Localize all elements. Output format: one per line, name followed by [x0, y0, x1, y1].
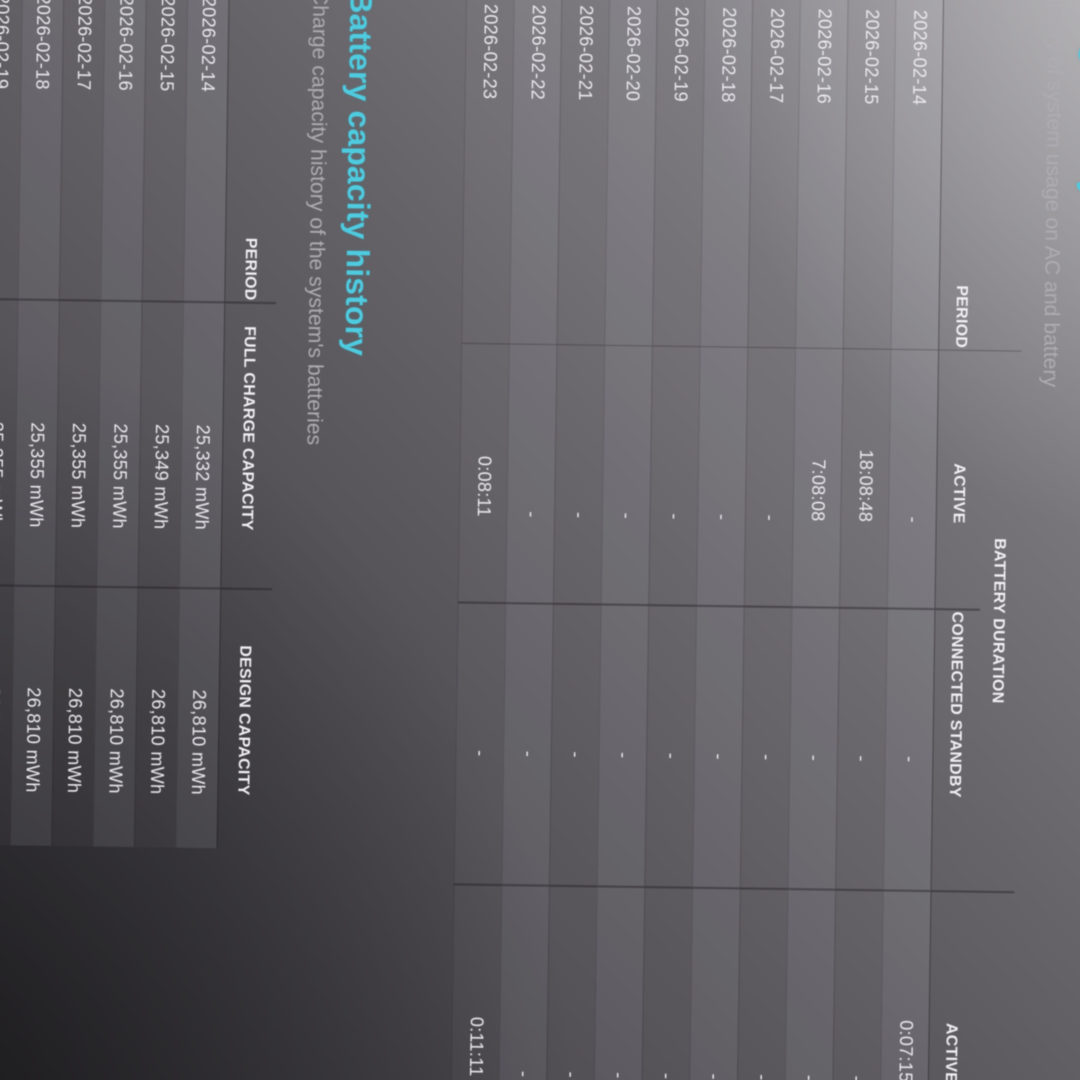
ac-active-cell: -	[641, 887, 693, 1080]
battery-connected-standby-cell: -	[835, 607, 888, 891]
battery-connected-standby-cell: -	[692, 605, 745, 889]
battery-connected-standby-header: CONNECTED STANDBY	[931, 609, 981, 892]
battery-active-cell: 0:08:11	[458, 342, 510, 604]
period-cell: 2026-02-15	[156, 0, 178, 92]
usage-history-subtitle: History of system usage on AC and batter…	[1038, 0, 1068, 388]
full-charge-capacity-cell: 25,349 mWh	[138, 301, 184, 588]
period-cell: 2026-02-19	[670, 6, 692, 103]
battery-connected-standby-cell: -	[597, 604, 649, 888]
battery-active-cell: -	[505, 343, 558, 604]
battery-active-cell: -	[696, 346, 748, 607]
usage-period-header: PERIOD	[938, 0, 989, 351]
battery-active-cell: -	[601, 344, 653, 606]
period-cell: 2026-02-18	[32, 0, 54, 91]
period-cell: 2026-02-14	[197, 0, 219, 93]
full-charge-capacity-header: FULL CHARGE CAPACITY	[220, 302, 277, 590]
design-capacity-header: DESIGN CAPACITY	[217, 588, 273, 849]
ac-active-cell: -	[498, 885, 550, 1080]
battery-connected-standby-cell: -	[549, 603, 602, 887]
battery-active-header: ACTIVE	[934, 349, 984, 610]
battery-active-cell: -	[553, 344, 605, 605]
battery-capacity-history-title: Battery capacity history	[337, 0, 379, 357]
battery-active-cell: -	[648, 345, 701, 606]
period-cell: 2026-02-20	[622, 5, 644, 102]
ac-active-cell: -	[737, 888, 788, 1080]
full-charge-capacity-cell: 25,332 mWh	[179, 301, 225, 589]
period-cell: 2026-02-22	[527, 4, 549, 101]
ac-active-header: ACTIVE	[928, 891, 977, 1080]
period-cell: 2026-02-17	[73, 0, 95, 91]
period-group-spacer	[984, 0, 1027, 350]
battery-active-cell: 7:08:08	[791, 347, 844, 608]
battery-capacity-history-subtitle: Charge capacity history of the system's …	[301, 0, 332, 446]
ac-active-cell: -	[832, 889, 884, 1080]
battery-connected-standby-cell: -	[883, 608, 935, 892]
period-cell: 2026-02-16	[813, 8, 835, 105]
usage-history-table: BATTERY DURATION PERIOD ACTIVE CONNECTED…	[450, 0, 1027, 1080]
period-cell: 2026-02-23	[479, 3, 501, 100]
ac-active-cell: -	[689, 887, 741, 1080]
period-cell: 2026-02-18	[717, 7, 740, 103]
ac-active-cell: -	[785, 889, 836, 1080]
ac-duration-group-header-clipped	[972, 891, 1015, 1080]
period-cell: 2026-02-21	[574, 5, 597, 101]
design-capacity-cell: 26,810 mWh	[10, 585, 56, 846]
full-charge-capacity-cell: 25,355 mWh	[14, 299, 60, 587]
battery-connected-standby-cell: -	[501, 603, 554, 886]
battery-active-cell: 18:08:48	[839, 348, 891, 609]
ac-active-cell: -	[594, 886, 645, 1080]
usage-history-title: Usage history	[1075, 0, 1080, 200]
capacity-period-header: PERIOD	[224, 0, 281, 304]
battery-connected-standby-cell: -	[454, 602, 506, 886]
period-cell: 2026-02-17	[765, 7, 788, 104]
battery-duration-group-header: BATTERY DURATION	[976, 350, 1022, 893]
design-capacity-cell: 26,810 mWh	[93, 586, 139, 848]
period-cell: 2026-02-16	[114, 0, 137, 92]
full-charge-capacity-cell: 25,355 mWh	[96, 300, 143, 588]
battery-active-cell: -	[744, 346, 796, 608]
period-cell: 2026-02-15	[860, 9, 883, 105]
period-cell: 2026-02-14	[908, 9, 931, 106]
ac-active-cell: -	[546, 885, 598, 1080]
battery-capacity-history-table: PERIOD FULL CHARGE CAPACITY DESIGN CAPAC…	[0, 0, 281, 849]
design-capacity-cell: 26,810 mWh	[51, 586, 97, 847]
battery-active-cell: -	[887, 348, 939, 610]
design-capacity-cell: 26,810 mWh	[175, 587, 221, 849]
full-charge-capacity-cell: 25,355 mWh	[55, 300, 101, 587]
ac-active-cell: 0:11:11	[451, 884, 502, 1080]
ac-active-cell: 0:07:15	[880, 890, 932, 1080]
design-capacity-cell: 26,810 mWh	[134, 587, 180, 848]
battery-connected-standby-cell: -	[644, 605, 697, 888]
battery-connected-standby-cell: -	[787, 607, 840, 890]
battery-connected-standby-cell: -	[740, 606, 792, 890]
